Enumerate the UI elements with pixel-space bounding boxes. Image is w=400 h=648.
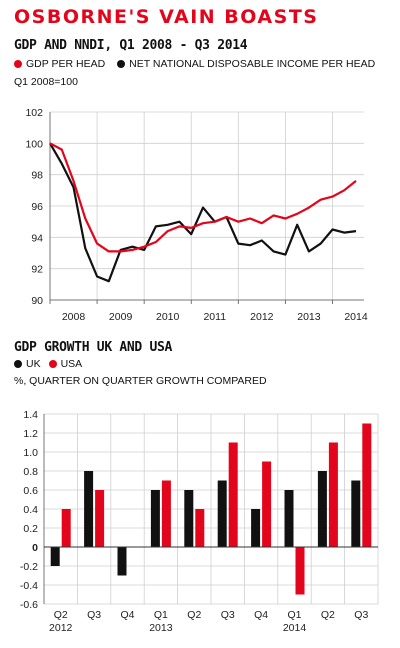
legend-swatch-nndi [117,60,126,68]
legend-swatch-uk [14,360,22,368]
x-tick-label: Q4 [120,609,134,621]
bar-usa [195,509,205,547]
legend-label-gdp: GDP PER HEAD [26,58,106,70]
y-tick-label: 90 [31,295,43,307]
bar-usa [295,547,305,595]
bar-uk [150,490,160,547]
x-tick-label: Q3 [354,609,368,621]
x-tick-label: 2014 [344,311,368,323]
x-tick-label: 2012 [250,311,274,323]
bar-usa [228,442,238,547]
bar-uk [50,547,60,566]
y-tick-label: 92 [31,264,43,276]
bar-uk [217,480,227,547]
legend-swatch-gdp [14,60,22,68]
bar-chart: -0.6-0.4-0.200.20.40.60.81.01.21.4Q22012… [20,409,379,634]
bar-usa [95,490,105,547]
bar-usa [161,480,171,547]
legend-label-uk: UK [26,358,41,370]
x-tick-label: Q1 [154,609,168,621]
y-tick-label: 98 [31,170,43,182]
y-tick-label: -0.6 [20,599,38,611]
x-tick-label: Q2 [187,609,201,621]
y-tick-label: 96 [31,201,43,213]
y-tick-label: 0.4 [23,504,38,516]
bar-usa [362,423,372,547]
x-tick-label: 2013 [297,311,321,323]
line-chart-title: GDP AND NNDI, Q1 2008 - Q3 2014 [14,38,248,53]
y-tick-label: 0.2 [23,523,38,535]
y-tick-label: 0.8 [23,466,38,478]
line-chart-ylabel: Q1 2008=100 [14,76,78,88]
legend-swatch-usa [48,360,57,368]
bar-uk [84,471,94,547]
bar-uk [251,509,261,547]
y-tick-label: 1.2 [23,428,38,440]
x-tick-label: Q2 [54,609,68,621]
bar-uk [117,547,127,576]
bar-chart-legend: UK USA [14,358,82,370]
y-tick-label: 0.6 [23,485,38,497]
y-tick-label: 1.4 [23,409,38,421]
legend-label-usa: USA [60,358,83,370]
x-tick-label: Q2 [321,609,335,621]
y-tick-label: 102 [25,107,43,119]
x-tick-label: 2010 [156,311,180,323]
y-tick-label: 94 [31,232,43,244]
x-year-label: 2014 [283,622,307,634]
x-tick-label: Q4 [254,609,268,621]
series-line-nndi-per-head [49,142,357,283]
bar-usa [61,509,71,547]
x-tick-label: 2008 [62,311,86,323]
y-tick-label: -0.4 [20,580,38,592]
x-tick-label: Q3 [87,609,101,621]
legend-label-nndi: NET NATIONAL DISPOSABLE INCOME PER HEAD [129,58,376,70]
bar-usa [262,461,272,547]
bar-uk [284,490,294,547]
x-tick-label: Q3 [221,609,235,621]
bar-usa [328,442,338,547]
bar-uk [317,471,327,547]
x-tick-label: Q1 [287,609,301,621]
x-year-label: 2012 [49,622,73,634]
line-chart-legend: GDP PER HEAD NET NATIONAL DISPOSABLE INC… [14,58,375,70]
bar-chart-title: GDP GROWTH UK AND USA [14,340,173,355]
series-line-gdp-per-head [49,142,357,253]
x-year-label: 2013 [149,622,173,634]
page-title: OSBORNE'S VAIN BOASTS [14,6,319,28]
y-tick-label: -0.2 [20,561,38,573]
x-tick-label: 2009 [109,311,133,323]
y-tick-label: 1.0 [23,447,38,459]
line-chart: 90 92 94 96 98 100 102 2008 2009 2010 2011 2012 2013… [25,107,368,323]
x-tick-label: 2011 [203,311,226,323]
y-tick-label: 100 [25,138,43,150]
bar-chart-ylabel: %, QUARTER ON QUARTER GROWTH COMPARED [14,375,267,387]
bar-uk [184,490,194,547]
bar-uk [351,480,361,547]
y-tick-label: 0 [32,542,38,554]
